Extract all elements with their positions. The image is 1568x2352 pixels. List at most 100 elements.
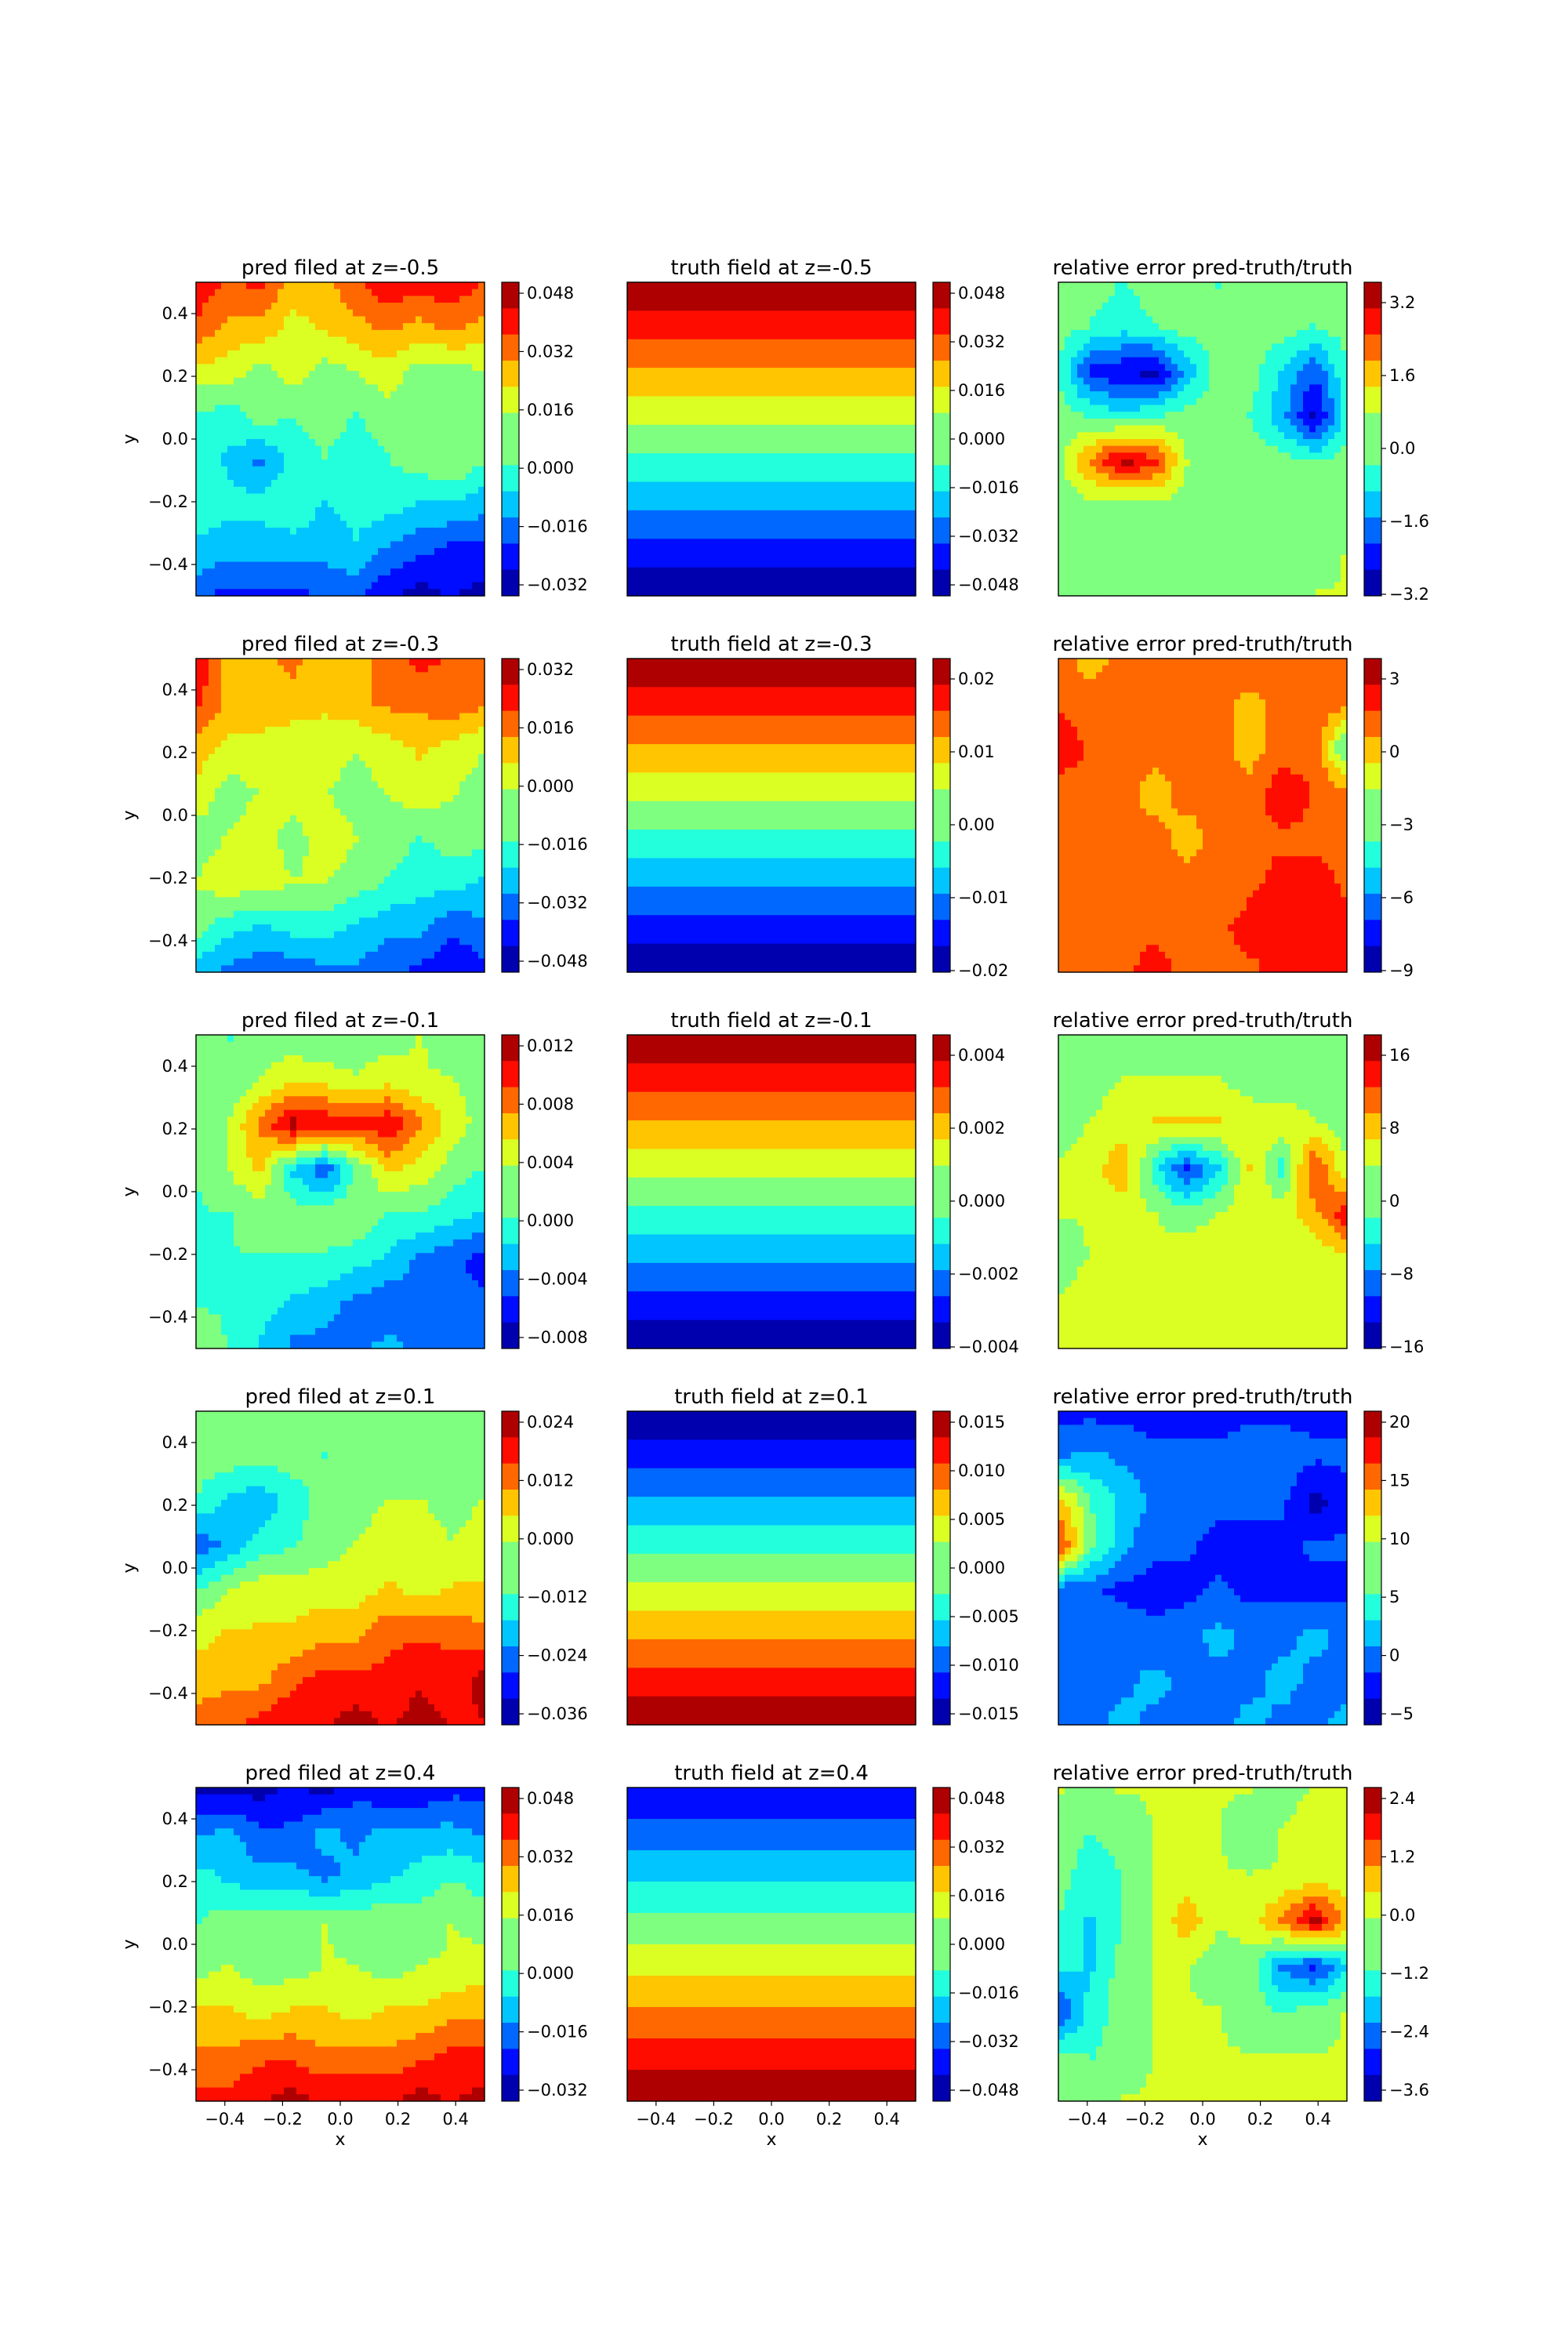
colorbar: 0.048 0.032 0.016 0.000 −0.016 −0.032 [501, 281, 588, 597]
colorbar: 2.4 1.2 0.0 −1.2 −2.4 −3.6 [1363, 1787, 1429, 2102]
colorbar-tick-label: −0.005 [958, 1607, 1019, 1626]
colorbar-tick-label: 0.048 [958, 1789, 1005, 1808]
contour-band [627, 1668, 916, 1697]
contour-band [627, 1439, 916, 1469]
contour-band [627, 2007, 916, 2039]
panel-title: pred filed at z=-0.5 [241, 256, 439, 280]
contour-band [627, 800, 916, 830]
colorbar-tick-label: −0.048 [527, 952, 588, 971]
colorbar-tick-label: −0.004 [527, 1270, 588, 1289]
colorbar-tick-label: 8 [1389, 1119, 1399, 1138]
contour-band [627, 1206, 916, 1236]
y-axis-label: y [120, 434, 140, 444]
contour-band [627, 858, 916, 887]
colorbar-tick-label: −3 [1389, 815, 1414, 834]
axes-frame [1058, 1034, 1348, 1349]
x-axis-label: x [766, 2130, 776, 2150]
panel-error-row-5: relative error pred-truth/truth −0.4 −0.2 0… [1053, 1762, 1429, 2150]
contour-band [627, 310, 916, 340]
colorbar: 0.024 0.012 0.000 −0.012 −0.024 −0.036 [501, 1410, 588, 1726]
colorbar-tick-label: 0.02 [958, 670, 995, 688]
axes-frame [626, 281, 916, 597]
colorbar: 3.2 1.6 0.0 −1.6 −3.2 [1363, 281, 1429, 604]
colorbar-tick-label: −0.016 [958, 478, 1019, 497]
panel-title: relative error pred-truth/truth [1053, 1009, 1353, 1033]
axes-frame [1058, 1410, 1348, 1726]
panel-title: pred filed at z=0.1 [245, 1385, 436, 1409]
colorbar-tick-label: −0.032 [527, 2081, 588, 2100]
colorbar-tick-label: 0.016 [527, 718, 574, 737]
panel-title: relative error pred-truth/truth [1053, 1385, 1353, 1409]
colorbar-tick-label: 0.00 [958, 815, 995, 834]
colorbar-tick-label: 10 [1389, 1530, 1410, 1548]
colorbar-tick-label: 1.2 [1389, 1847, 1415, 1866]
panel-error-row-2: relative error pred-truth/truth 3 0 −3 −6 −9 [1053, 633, 1414, 980]
colorbar-tick-label: −9 [1389, 961, 1414, 980]
y-tick-label: −0.2 [148, 1245, 188, 1264]
colorbar-tick-label: 0.004 [958, 1046, 1005, 1065]
colorbar-tick-label: 0.016 [527, 1906, 574, 1925]
colorbar-tick-label: 5 [1389, 1588, 1399, 1606]
colorbar-tick-label: 0.000 [958, 430, 1005, 448]
x-tick-label: 0.2 [1247, 2110, 1273, 2129]
panel-title: pred filed at z=0.4 [245, 1762, 436, 1785]
colorbar-tick-label: −8 [1389, 1265, 1414, 1283]
colorbar-tick-label: 0.000 [527, 1211, 574, 1230]
contour-band [627, 1696, 916, 1726]
contour-band [627, 1553, 916, 1583]
panel-title: truth field at z=0.4 [674, 1762, 869, 1785]
colorbar-tick-label: −0.024 [527, 1646, 588, 1665]
colorbar-tick-label: −2.4 [1389, 2023, 1429, 2042]
panel-pred-row-5: pred filed at z=0.4 0.4 0.2 0.0 −0.2 −0.4 y −0.… [120, 1762, 588, 2150]
colorbar-tick-label: 0.0 [1389, 439, 1415, 458]
panel-error-row-4: relative error pred-truth/truth 20 15 10 5 0 −… [1053, 1385, 1414, 1726]
y-tick-label: 0.4 [162, 304, 188, 323]
y-tick-label: −0.2 [148, 869, 188, 887]
colorbar-tick-label: −0.012 [527, 1588, 588, 1606]
contour-band [627, 1063, 916, 1093]
colorbar-tick-label: 0.016 [958, 381, 1005, 400]
y-tick-label: 0.0 [162, 806, 188, 825]
colorbar-tick-label: −0.016 [527, 2023, 588, 2042]
colorbar-tick-label: 0.008 [527, 1094, 574, 1113]
colorbar-tick-label: 0.000 [527, 1964, 574, 1983]
colorbar-tick-label: −16 [1389, 1338, 1424, 1356]
contour-band [627, 1850, 916, 1882]
y-tick-label: −0.4 [148, 931, 188, 950]
contour-band [627, 481, 916, 511]
y-tick-label: −0.2 [148, 1998, 188, 2016]
colorbar: 20 15 10 5 0 −5 [1363, 1410, 1414, 1726]
contour-band [627, 1319, 916, 1349]
colorbar-tick-label: −3.2 [1389, 585, 1429, 604]
colorbar-tick-label: −3.6 [1389, 2081, 1429, 2100]
contour-band [627, 1497, 916, 1526]
colorbar: 0.004 0.002 0.000 −0.002 −0.004 [932, 1034, 1019, 1356]
y-tick-label: 0.0 [162, 1559, 188, 1577]
panel-truth-row-4: truth field at z=0.1 0.015 0.010 0.005 0.000… [626, 1385, 1019, 1726]
contour-band [627, 744, 916, 774]
y-tick-label: 0.0 [162, 430, 188, 448]
colorbar-tick-label: 0.012 [527, 1471, 574, 1490]
y-tick-label: 0.2 [162, 743, 188, 762]
y-tick-label: −0.4 [148, 2060, 188, 2079]
y-tick-label: 0.0 [162, 1935, 188, 1954]
contour-band [627, 1944, 916, 1976]
colorbar-tick-label: 1.6 [1389, 366, 1415, 385]
colorbar-tick-label: 0.032 [958, 332, 1005, 351]
contour-band [627, 1610, 916, 1640]
colorbar-tick-label: 0 [1389, 1192, 1399, 1210]
contour-band [627, 1120, 916, 1150]
contour-band [627, 1882, 916, 1914]
y-tick-label: −0.4 [148, 1684, 188, 1703]
axes-frame [1058, 281, 1348, 597]
y-tick-label: −0.4 [148, 555, 188, 574]
colorbar-tick-label: −0.032 [958, 2032, 1019, 2051]
colorbar-tick-label: −0.004 [958, 1338, 1019, 1356]
contour-band [627, 1976, 916, 2008]
y-tick-label: −0.2 [148, 492, 188, 511]
y-axis-label: y [120, 1939, 140, 1949]
x-tick-label: −0.2 [694, 2110, 734, 2129]
colorbar-tick-label: −0.048 [958, 2081, 1019, 2100]
panel-title: pred filed at z=-0.1 [241, 1009, 439, 1033]
colorbar-tick-label: 0.000 [958, 1559, 1005, 1577]
